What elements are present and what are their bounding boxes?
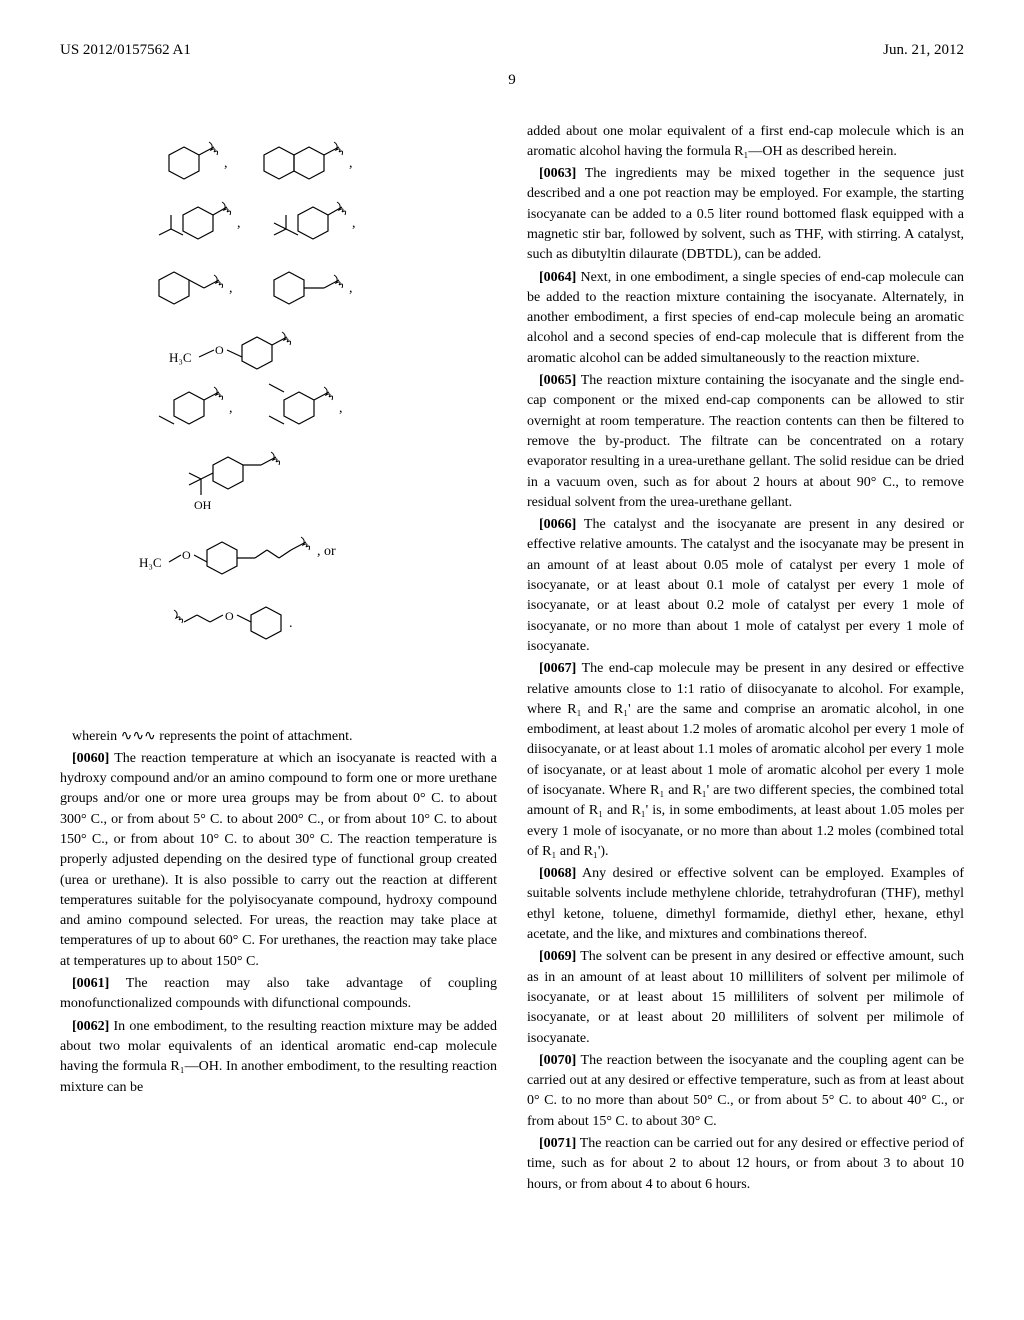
page-header: US 2012/0157562 A1 Jun. 21, 2012 — [60, 40, 964, 62]
svg-text:,: , — [224, 156, 228, 171]
svg-text:, or: , or — [317, 544, 336, 559]
para-text: The end-cap molecule may be present in a… — [527, 661, 964, 859]
para-number: [0061] — [72, 976, 109, 991]
paragraph-65: [0065] The reaction mixture containing t… — [527, 371, 964, 513]
para-text: The catalyst and the isocyanate are pres… — [527, 517, 964, 654]
paragraph-69: [0069] The solvent can be present in any… — [527, 947, 964, 1048]
continuation-text: added about one molar equivalent of a fi… — [527, 122, 964, 163]
para-number: [0060] — [72, 751, 109, 766]
paragraph-66: [0066] The catalyst and the isocyanate a… — [527, 515, 964, 657]
chemical-structures-diagram: , , , — [60, 137, 497, 707]
svg-text:,: , — [237, 216, 241, 231]
svg-text:,: , — [229, 281, 233, 296]
para-number: [0067] — [539, 661, 576, 676]
paragraph-63: [0063] The ingredients may be mixed toge… — [527, 164, 964, 265]
para-text: Next, in one embodiment, a single specie… — [527, 270, 964, 366]
para-number: [0065] — [539, 373, 576, 388]
paragraph-67: [0067] The end-cap molecule may be prese… — [527, 659, 964, 862]
paragraph-64: [0064] Next, in one embodiment, a single… — [527, 268, 964, 369]
para-number: [0070] — [539, 1053, 576, 1068]
para-number: [0063] — [539, 166, 576, 181]
svg-text:,: , — [229, 401, 233, 416]
para-text: The reaction between the isocyanate and … — [527, 1053, 964, 1129]
paragraph-68: [0068] Any desired or effective solvent … — [527, 864, 964, 945]
para-text: The reaction mixture containing the isoc… — [527, 373, 964, 510]
svg-text:O: O — [225, 609, 234, 623]
paragraph-62: [0062] In one embodiment, to the resulti… — [60, 1017, 497, 1098]
page-number: 9 — [60, 70, 964, 92]
para-number: [0068] — [539, 866, 576, 881]
para-number: [0062] — [72, 1019, 109, 1034]
para-text: In one embodiment, to the resulting reac… — [60, 1019, 497, 1095]
svg-text:H₃C: H₃C — [169, 350, 192, 365]
paragraph-71: [0071] The reaction can be carried out f… — [527, 1134, 964, 1195]
para-number: [0066] — [539, 517, 576, 532]
para-text: The reaction can be carried out for any … — [527, 1136, 964, 1192]
para-text: The reaction temperature at which an iso… — [60, 751, 497, 969]
para-text: Any desired or effective solvent can be … — [527, 866, 964, 942]
paragraph-60: [0060] The reaction temperature at which… — [60, 749, 497, 972]
svg-text:H₃C: H₃C — [139, 555, 162, 570]
para-number: [0071] — [539, 1136, 576, 1151]
para-number: [0069] — [539, 949, 576, 964]
patent-number: US 2012/0157562 A1 — [60, 40, 191, 62]
svg-text:,: , — [339, 401, 343, 416]
left-column: , , , — [60, 122, 497, 1197]
right-column: added about one molar equivalent of a fi… — [527, 122, 964, 1197]
publication-date: Jun. 21, 2012 — [883, 40, 964, 62]
two-column-layout: , , , — [60, 122, 964, 1197]
svg-text:OH: OH — [194, 498, 212, 512]
svg-text:,: , — [349, 281, 353, 296]
attachment-note: wherein ∿∿∿ represents the point of atta… — [60, 727, 497, 747]
svg-text:,: , — [352, 216, 356, 231]
para-text: The ingredients may be mixed together in… — [527, 166, 964, 262]
svg-text:.: . — [289, 616, 293, 631]
paragraph-61: [0061] The reaction may also take advant… — [60, 974, 497, 1015]
svg-text:O: O — [182, 548, 191, 562]
svg-text:,: , — [349, 156, 353, 171]
para-text: The reaction may also take advantage of … — [60, 976, 497, 1011]
para-text: The solvent can be present in any desire… — [527, 949, 964, 1045]
para-number: [0064] — [539, 270, 576, 285]
paragraph-70: [0070] The reaction between the isocyana… — [527, 1051, 964, 1132]
svg-text:O: O — [215, 343, 224, 357]
